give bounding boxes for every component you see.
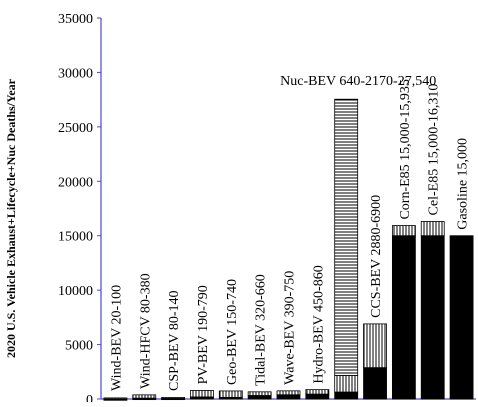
bar-label: Cel-E85 15,000-16,310: [427, 84, 442, 216]
bar-label: Gasoline 15,000: [456, 138, 471, 230]
bar-label: CCS-BEV 2880-6900: [369, 195, 384, 318]
bar-range: [218, 390, 243, 398]
bar-range: [391, 225, 416, 237]
bar-range: [103, 397, 128, 400]
bar-range: [420, 221, 445, 237]
bar-low: [391, 235, 416, 400]
bar-label: Corn-E85 15,000-15,935: [398, 79, 413, 219]
y-tick-label: 35000: [58, 12, 93, 27]
bar-high-range: [334, 98, 359, 376]
bar-low: [449, 235, 474, 400]
bar-range: [305, 389, 330, 395]
bar-range: [132, 394, 157, 399]
bar-label: Tidal-BEV 320-660: [254, 274, 269, 386]
bar-label: PV-BEV 190-790: [196, 285, 211, 384]
bar-range: [161, 397, 186, 399]
bar-low: [305, 393, 330, 400]
bar-range: [247, 391, 272, 396]
y-tick-label: 30000: [58, 66, 93, 81]
y-tick-label: 20000: [58, 175, 93, 190]
y-tick-label: 25000: [58, 121, 93, 136]
bar-low: [334, 391, 359, 400]
bar-range: [363, 323, 387, 369]
bar-label: CSP-BEV 80-140: [167, 291, 182, 391]
y-axis-label: 2020 U.S. Vehicle Exhaust+Lifecycle+Nuc …: [4, 78, 18, 358]
bar-low: [276, 394, 301, 400]
bar-label: Wind-BEV 20-100: [109, 285, 124, 391]
y-tick-label: 5000: [65, 339, 93, 354]
bar-range: [190, 390, 214, 398]
bar-label: Wind-HFCV 80-380: [138, 273, 153, 388]
bar-mid-range: [334, 374, 359, 393]
bar-low: [247, 395, 272, 400]
y-tick-label: 0: [86, 393, 93, 402]
y-tick-label: 10000: [58, 284, 93, 299]
bar-label: Geo-BEV 150-740: [225, 279, 240, 385]
bar-range: [276, 390, 301, 396]
bar-label: Hydro-BEV 450-860: [311, 265, 326, 383]
bar-label: Nuc-BEV 640-2170-27,540: [280, 74, 436, 89]
bar-label: Wave-BEV 390-750: [283, 271, 298, 385]
bar-low: [420, 235, 445, 400]
bar-low: [363, 367, 387, 400]
y-tick-label: 15000: [58, 230, 93, 245]
